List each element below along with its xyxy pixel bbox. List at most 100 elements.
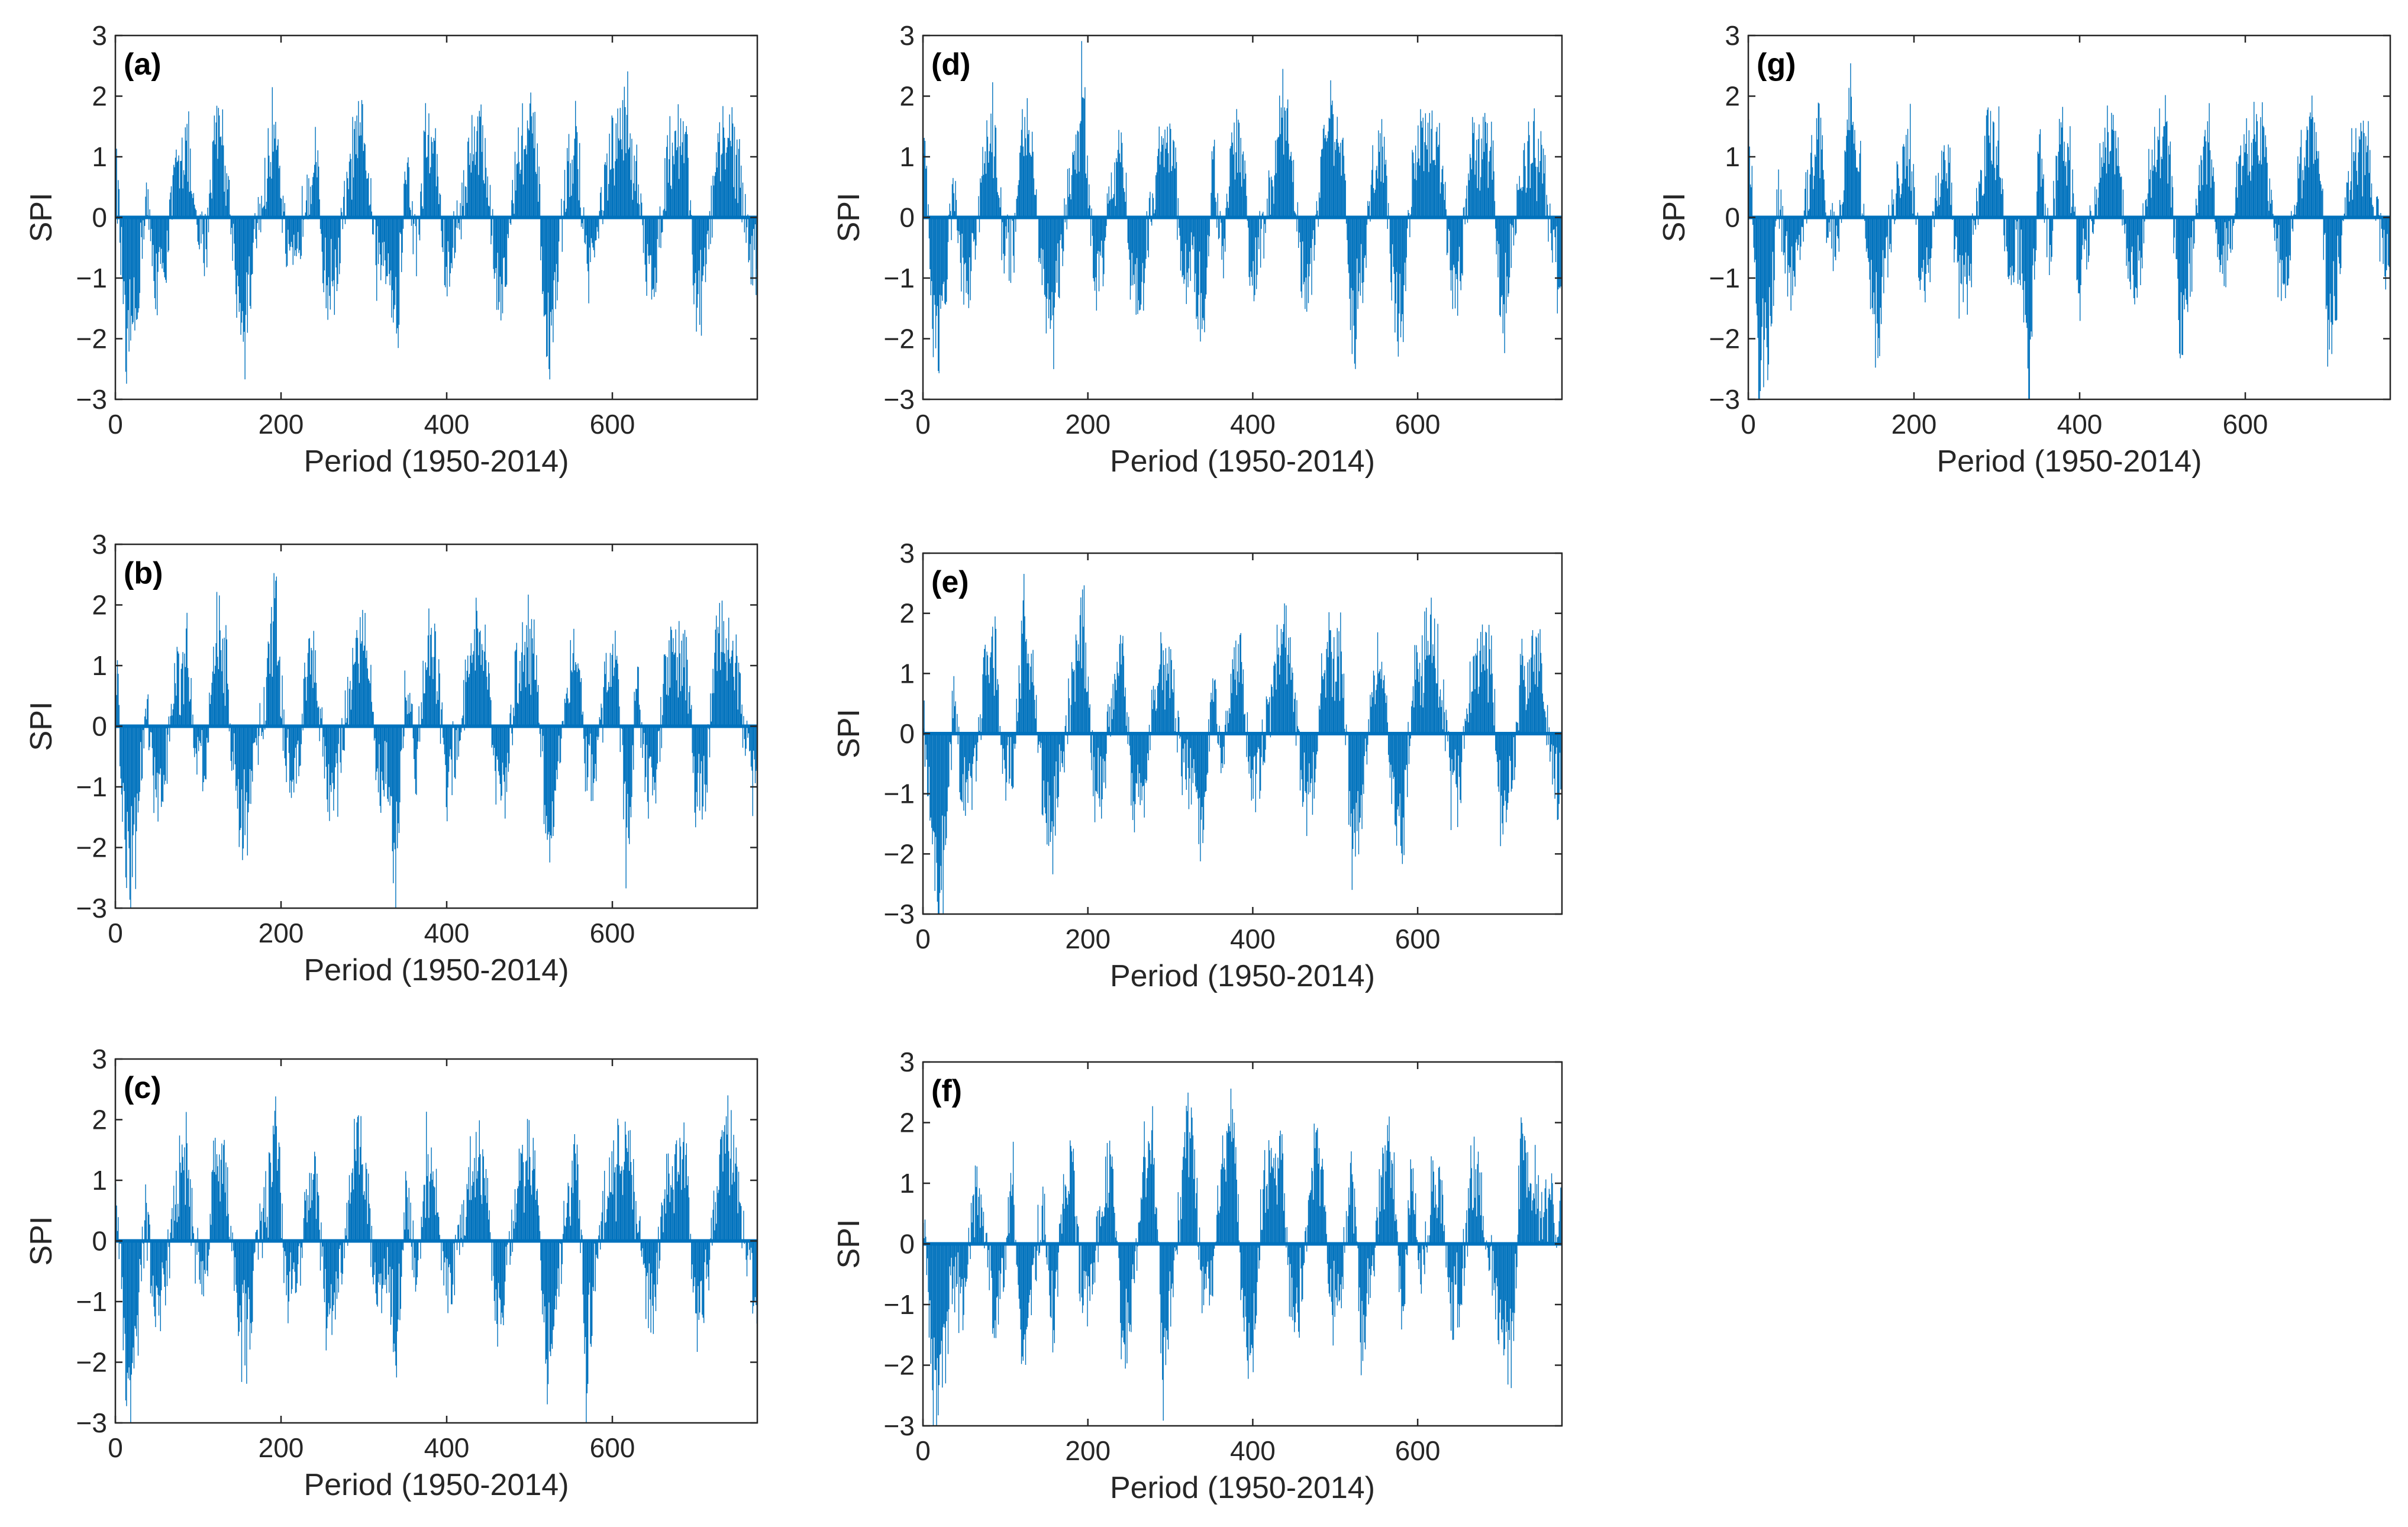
spi-bar bbox=[1468, 1208, 1470, 1244]
spi-bar bbox=[1158, 126, 1160, 218]
spi-bar bbox=[1386, 176, 1387, 218]
spi-bar bbox=[1354, 217, 1355, 364]
spi-bar bbox=[1061, 217, 1063, 248]
spi-bar bbox=[1128, 217, 1129, 250]
spi-bar bbox=[1789, 217, 1790, 273]
spi-bar bbox=[1164, 1244, 1166, 1328]
spi-bar bbox=[1290, 1244, 1292, 1317]
spi-bar bbox=[124, 726, 125, 840]
spi-bar bbox=[540, 1241, 541, 1261]
spi-bar bbox=[1091, 734, 1092, 770]
spi-bar bbox=[1361, 217, 1363, 283]
spi-bar bbox=[446, 1241, 447, 1296]
spi-bar bbox=[631, 1174, 632, 1241]
y-tick-label: 3 bbox=[899, 1047, 915, 1077]
spi-bar bbox=[1357, 1244, 1358, 1248]
spi-bar bbox=[425, 1218, 426, 1241]
y-axis-label: SPI bbox=[24, 1216, 59, 1266]
spi-bar bbox=[1082, 589, 1083, 734]
spi-bar bbox=[1189, 734, 1190, 779]
spi-bar bbox=[971, 734, 973, 810]
spi-bar bbox=[1072, 152, 1073, 218]
spi-bar bbox=[687, 714, 689, 727]
spi-bar bbox=[448, 217, 450, 252]
spi-bar bbox=[740, 673, 741, 727]
spi-bar bbox=[522, 184, 524, 218]
spi-bar bbox=[666, 1154, 667, 1241]
spi-bar bbox=[1334, 141, 1335, 218]
spi-bar bbox=[527, 1119, 528, 1241]
spi-bar bbox=[551, 1241, 553, 1349]
y-tick-label: −1 bbox=[884, 1289, 915, 1320]
spi-bar bbox=[1184, 1132, 1186, 1244]
spi-bar bbox=[662, 1205, 663, 1241]
spi-bar bbox=[370, 1241, 372, 1267]
spi-bar bbox=[1273, 1158, 1274, 1244]
spi-bar bbox=[696, 1241, 698, 1352]
spi-bar bbox=[286, 726, 288, 738]
spi-bar bbox=[1039, 734, 1040, 742]
spi-bar bbox=[266, 202, 267, 218]
spi-bar bbox=[1361, 734, 1363, 829]
spi-bar bbox=[208, 726, 209, 742]
spi-bar bbox=[1393, 217, 1395, 275]
spi-bar bbox=[589, 217, 590, 248]
spi-bar bbox=[467, 656, 469, 727]
spi-bar bbox=[1419, 1244, 1421, 1253]
spi-bar bbox=[1447, 1244, 1448, 1277]
spi-bar bbox=[633, 183, 634, 218]
spi-bar bbox=[635, 161, 637, 218]
spi-bar bbox=[1535, 636, 1537, 734]
spi-bar bbox=[153, 726, 154, 813]
spi-bar bbox=[1120, 1244, 1121, 1323]
spi-bar bbox=[643, 1241, 644, 1265]
spi-bar bbox=[1338, 146, 1339, 218]
spi-bar bbox=[293, 217, 295, 235]
spi-bar bbox=[522, 1162, 524, 1241]
spi-bar bbox=[1541, 1192, 1542, 1244]
spi-bar bbox=[1082, 97, 1083, 218]
spi-bar bbox=[540, 217, 541, 261]
spi-bar bbox=[1053, 1244, 1054, 1331]
spi-bar bbox=[368, 173, 369, 218]
spi-bar bbox=[1227, 1132, 1228, 1244]
spi-bar bbox=[1788, 217, 1789, 266]
spi-bar bbox=[1016, 1244, 1018, 1267]
spi-bar bbox=[1212, 159, 1213, 218]
spi-bar bbox=[472, 161, 473, 218]
spi-bar bbox=[213, 140, 214, 218]
spi-bar bbox=[1208, 719, 1209, 734]
spi-bar bbox=[1508, 1244, 1509, 1331]
spi-bar bbox=[693, 217, 695, 305]
spi-bar bbox=[1122, 1244, 1124, 1331]
spi-bar bbox=[925, 169, 927, 218]
spi-bar bbox=[308, 178, 309, 218]
spi-bar bbox=[1400, 1244, 1402, 1289]
spi-bar bbox=[1182, 1170, 1183, 1244]
spi-bar bbox=[672, 143, 673, 218]
spi-bar bbox=[127, 726, 128, 812]
spi-bar bbox=[1051, 217, 1053, 292]
spi-bar bbox=[457, 1225, 459, 1241]
spi-bar bbox=[556, 1241, 557, 1310]
spi-bar bbox=[725, 1116, 727, 1241]
spi-bar bbox=[474, 629, 475, 727]
spi-bar bbox=[1492, 673, 1493, 734]
spi-bar bbox=[190, 699, 191, 727]
spi-bar bbox=[700, 726, 701, 774]
spi-bar bbox=[1020, 146, 1021, 218]
spi-bar bbox=[1000, 187, 1002, 218]
spi-bar bbox=[138, 1241, 140, 1293]
spi-bar bbox=[186, 124, 188, 218]
spi-bar bbox=[1542, 693, 1543, 734]
spi-bar bbox=[681, 154, 682, 218]
spi-bar bbox=[1097, 734, 1098, 794]
spi-bar bbox=[1163, 650, 1164, 734]
spi-bar bbox=[211, 683, 212, 727]
y-tick-label: 3 bbox=[899, 20, 915, 51]
spi-bar bbox=[1045, 1244, 1047, 1258]
y-tick-label: −3 bbox=[884, 1410, 915, 1441]
spi-bar bbox=[1519, 685, 1520, 734]
spi-bar bbox=[647, 1241, 648, 1273]
spi-bar bbox=[1095, 217, 1096, 277]
